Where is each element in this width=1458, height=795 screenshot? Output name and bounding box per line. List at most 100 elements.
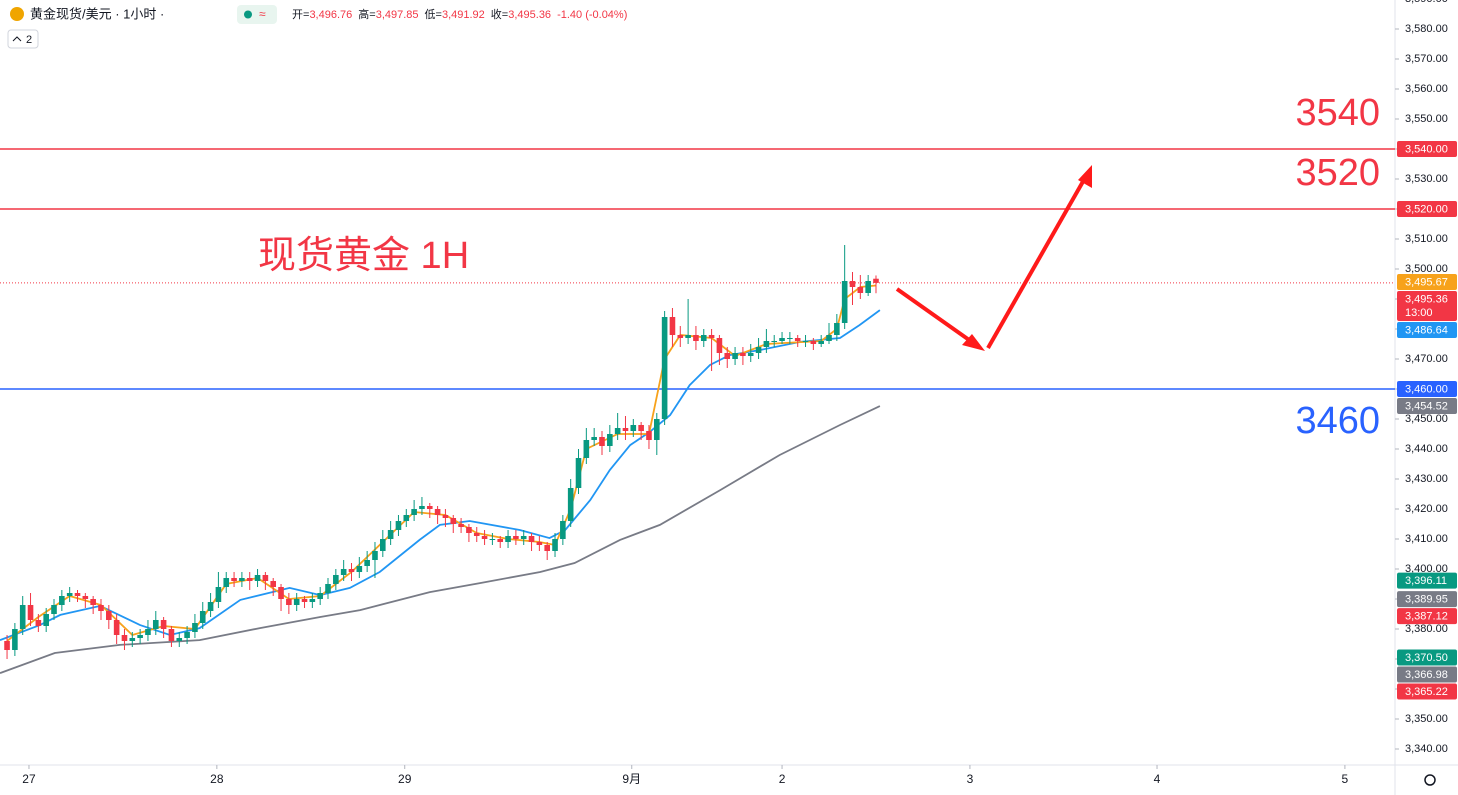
candle-body [552, 539, 558, 551]
price-tag-label: 3,454.52 [1405, 400, 1448, 412]
price-tag [1397, 683, 1457, 700]
y-tick-label: 3,430.00 [1405, 473, 1448, 485]
candle-body [575, 458, 582, 488]
y-tick-label: 3,500.00 [1405, 263, 1448, 275]
candle-body [270, 581, 277, 587]
arrow-down-shaft [895, 287, 974, 344]
price-tag [1397, 321, 1457, 338]
candle-body [747, 353, 754, 356]
candle-body [262, 575, 269, 581]
price-tag-label: 3,396.11 [1405, 575, 1447, 587]
price-tag [1397, 381, 1457, 397]
y-tick-label: 3,440.00 [1405, 443, 1448, 455]
y-tick-label: 3,560.00 [1405, 83, 1448, 95]
price-tag-label: 3,365.22 [1405, 686, 1448, 698]
price-tag [1397, 141, 1457, 157]
candle-body [481, 536, 488, 539]
candle-body [137, 635, 143, 638]
candle-body [168, 629, 175, 641]
candle-body [90, 599, 96, 605]
candle-body [309, 599, 316, 602]
x-tick-label: 28 [210, 772, 224, 786]
candle-body [614, 428, 621, 434]
candle-body [622, 428, 629, 431]
price-tag [1397, 290, 1457, 321]
header: 黄金现货/美元 · 1小时 · ≈ 开=3,496.76 高=3,497.85 低=… [7, 5, 627, 49]
candle-body [834, 323, 840, 335]
candle-body [732, 353, 738, 359]
candle-body [716, 338, 723, 353]
candle-body [286, 599, 292, 605]
price-tag [1397, 666, 1457, 683]
candle-body [458, 524, 464, 527]
candle-body [207, 602, 214, 611]
candle-body [536, 542, 543, 545]
chevron [12, 36, 22, 42]
candle-body [771, 341, 778, 342]
ohlc-label: 开= [292, 9, 309, 21]
candle-body [419, 506, 425, 509]
x-tick-label: 2 [779, 772, 786, 786]
candle-body [607, 434, 613, 446]
indicator-count: 2 [26, 34, 32, 46]
candle-body [239, 578, 245, 581]
settings-button[interactable] [1424, 774, 1436, 786]
candle-body [254, 575, 261, 581]
candle-body [340, 569, 347, 575]
candle-body [325, 584, 331, 593]
y-tick-label: 3,570.00 [1405, 53, 1448, 65]
x-tick-label: 3 [967, 772, 974, 786]
y-tick-label: 3,410.00 [1405, 533, 1448, 545]
candle-body [113, 620, 120, 635]
candle-body [873, 278, 879, 283]
candle-body [199, 611, 206, 623]
candle-body [129, 638, 136, 641]
y-tick-label: 3,510.00 [1405, 233, 1448, 245]
arrow-up-head [1078, 165, 1092, 188]
change: -1.40 (-0.04%) [557, 9, 627, 21]
candle-body [787, 338, 793, 339]
candle-body [106, 611, 112, 620]
arrow-up-shaft [986, 177, 1087, 349]
candle-body [426, 506, 433, 509]
status-dot [244, 10, 252, 19]
candle-body [779, 338, 785, 341]
price-tag [1397, 273, 1457, 290]
price-tag-label: 3,370.50 [1405, 652, 1448, 664]
candle-body [395, 521, 402, 530]
candle-body [489, 539, 496, 540]
candle-body [661, 317, 668, 419]
candle-body [192, 623, 198, 632]
candle-body [755, 347, 762, 353]
ohlc-value: 3,496.76 [309, 9, 352, 21]
candle-body [246, 578, 253, 581]
candle-body [630, 425, 637, 431]
candle-body [152, 620, 159, 629]
symbol[interactable]: 黄金现货/美元 · 1小时 · [30, 6, 164, 21]
candle-body [380, 539, 386, 551]
candle-body [653, 419, 660, 440]
price-tag [1397, 649, 1457, 666]
candle-body [231, 578, 237, 581]
level-label: 3540 [1295, 92, 1380, 134]
y-tick-label: 3,470.00 [1405, 353, 1448, 365]
candle-body [583, 440, 590, 458]
y-tick-label: 3,580.00 [1405, 23, 1448, 35]
candle-body [599, 437, 605, 446]
candle-body [4, 641, 10, 650]
candle-body [794, 338, 801, 341]
candle-body [505, 536, 511, 542]
candle-body [43, 614, 49, 626]
candle-body [841, 281, 848, 323]
candle-body [411, 509, 417, 515]
price-tag-label: 3,460.00 [1405, 383, 1448, 395]
x-tick-label: 29 [398, 772, 412, 786]
candle-body [403, 515, 410, 521]
status-badge[interactable] [237, 5, 277, 24]
candle-body [301, 599, 308, 602]
indicator-toggle[interactable] [7, 29, 39, 49]
price-tag [1397, 572, 1457, 589]
